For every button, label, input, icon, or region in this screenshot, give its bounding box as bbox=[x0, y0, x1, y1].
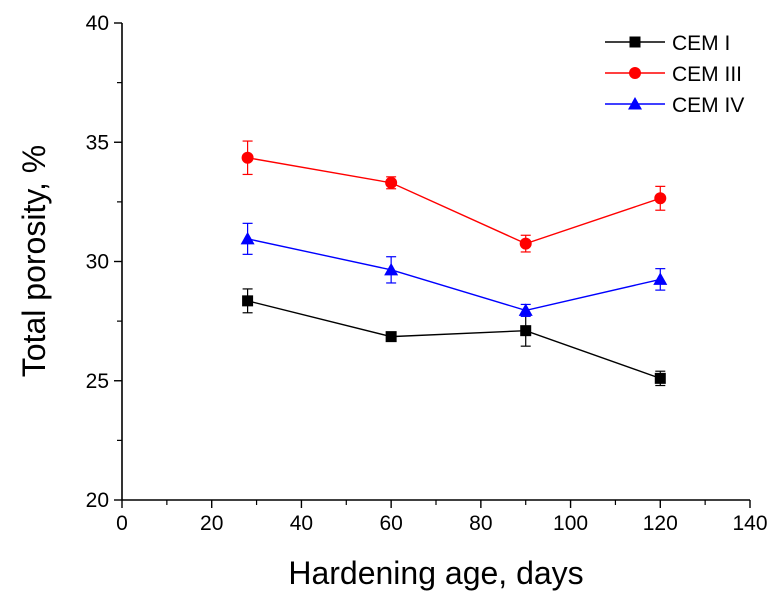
legend-item: CEM IV bbox=[605, 94, 744, 117]
x-tick-label: 0 bbox=[116, 512, 128, 535]
series-cem-iv bbox=[240, 222, 668, 317]
y-tick-label: 35 bbox=[86, 131, 109, 154]
data-point bbox=[385, 176, 398, 189]
data-point bbox=[519, 237, 532, 250]
series-layer bbox=[240, 140, 668, 387]
data-point bbox=[629, 67, 641, 79]
legend-label: CEM III bbox=[672, 63, 742, 86]
plot-axes bbox=[121, 23, 750, 501]
y-axis-ticks: 20 25 30 35 40 bbox=[86, 12, 122, 512]
x-tick-label: 120 bbox=[643, 512, 678, 535]
data-point bbox=[385, 331, 397, 343]
data-point bbox=[240, 231, 255, 245]
x-axis-ticks: 0 20 40 60 80 100 120 140 bbox=[116, 500, 768, 535]
series-line bbox=[247, 300, 661, 380]
data-point bbox=[242, 295, 254, 307]
legend: CEM I CEM III CEM IV bbox=[605, 32, 744, 117]
x-tick-label: 80 bbox=[469, 512, 492, 535]
data-point bbox=[518, 303, 533, 316]
x-tick-label: 140 bbox=[732, 512, 767, 535]
series-line bbox=[247, 238, 661, 312]
data-point bbox=[384, 262, 399, 276]
x-tick-label: 100 bbox=[553, 512, 588, 535]
data-point bbox=[629, 36, 641, 48]
series-cem-i bbox=[242, 288, 666, 387]
legend-item: CEM III bbox=[605, 63, 742, 86]
data-point bbox=[653, 272, 668, 285]
legend-item: CEM I bbox=[605, 32, 730, 55]
data-point bbox=[241, 151, 254, 164]
data-point bbox=[628, 97, 642, 110]
y-tick-label: 40 bbox=[86, 12, 109, 35]
x-axis-title: Hardening age, days bbox=[288, 555, 583, 591]
data-point bbox=[654, 192, 667, 205]
x-tick-label: 60 bbox=[379, 512, 402, 535]
y-tick-label: 25 bbox=[86, 370, 109, 393]
data-point bbox=[520, 325, 532, 337]
series-line bbox=[247, 157, 661, 245]
x-tick-label: 20 bbox=[200, 512, 223, 535]
legend-label: CEM I bbox=[672, 32, 730, 55]
y-tick-label: 20 bbox=[86, 489, 109, 512]
x-tick-label: 40 bbox=[290, 512, 313, 535]
y-tick-label: 30 bbox=[86, 251, 109, 274]
y-axis-title: Total porosity, % bbox=[16, 145, 52, 377]
series-cem-iii bbox=[241, 140, 667, 253]
data-point bbox=[654, 372, 666, 384]
legend-label: CEM IV bbox=[672, 94, 744, 117]
